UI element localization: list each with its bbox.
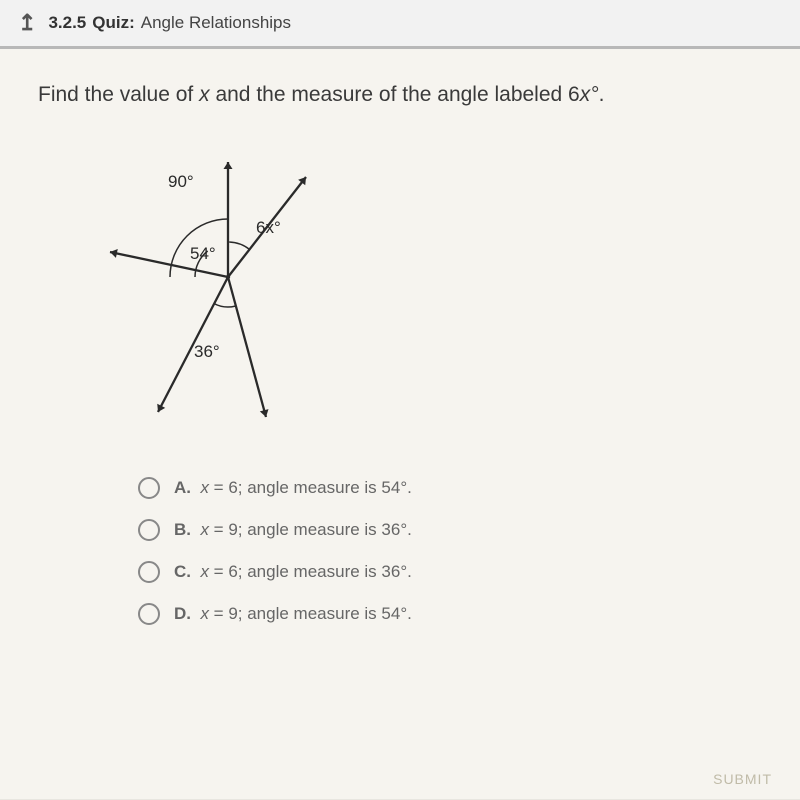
option-a[interactable]: A. x = 6; angle measure is 54°. xyxy=(138,477,762,499)
option-letter: B. xyxy=(174,520,191,539)
diagram-svg: 90° 54° 6x° 36° xyxy=(78,137,358,437)
quiz-label: Quiz: xyxy=(92,13,135,33)
option-var: x xyxy=(200,520,209,539)
radio-icon[interactable] xyxy=(138,519,160,541)
svg-text:36°: 36° xyxy=(194,342,220,361)
q-varexp: x° xyxy=(580,83,599,106)
radio-icon[interactable] xyxy=(138,561,160,583)
q-mid: and the measure of the angle labeled 6 xyxy=(215,83,579,106)
content-area: Find the value of x and the measure of t… xyxy=(0,49,800,799)
svg-text:6x°: 6x° xyxy=(256,218,281,237)
q-suffix: . xyxy=(599,83,605,106)
radio-icon[interactable] xyxy=(138,477,160,499)
option-c[interactable]: C. x = 6; angle measure is 36°. xyxy=(138,561,762,583)
option-var: x xyxy=(200,562,209,581)
angle-diagram: 90° 54° 6x° 36° xyxy=(78,137,358,437)
radio-icon[interactable] xyxy=(138,603,160,625)
option-var: x xyxy=(200,478,209,497)
quiz-number: 3.2.5 xyxy=(48,13,86,33)
svg-text:90°: 90° xyxy=(168,172,194,191)
option-letter: A. xyxy=(174,478,191,497)
quiz-header: ↥ 3.2.5 Quiz: Angle Relationships xyxy=(0,0,800,49)
option-var: x xyxy=(200,604,209,623)
back-icon[interactable]: ↥ xyxy=(18,10,36,36)
option-b[interactable]: B. x = 9; angle measure is 36°. xyxy=(138,519,762,541)
submit-button[interactable]: SUBMIT xyxy=(713,771,772,787)
q-var: x xyxy=(199,83,215,106)
option-text: = 9; angle measure is 54°. xyxy=(209,604,412,623)
svg-text:54°: 54° xyxy=(190,244,216,263)
option-text: = 9; angle measure is 36°. xyxy=(209,520,412,539)
option-d[interactable]: D. x = 9; angle measure is 54°. xyxy=(138,603,762,625)
q-prefix: Find the value of xyxy=(38,83,199,106)
question-text: Find the value of x and the measure of t… xyxy=(38,83,762,107)
option-text: = 6; angle measure is 54°. xyxy=(209,478,412,497)
answer-options: A. x = 6; angle measure is 54°. B. x = 9… xyxy=(138,477,762,625)
option-text: = 6; angle measure is 36°. xyxy=(209,562,412,581)
option-letter: D. xyxy=(174,604,191,623)
quiz-title: Angle Relationships xyxy=(141,13,291,33)
option-letter: C. xyxy=(174,562,191,581)
